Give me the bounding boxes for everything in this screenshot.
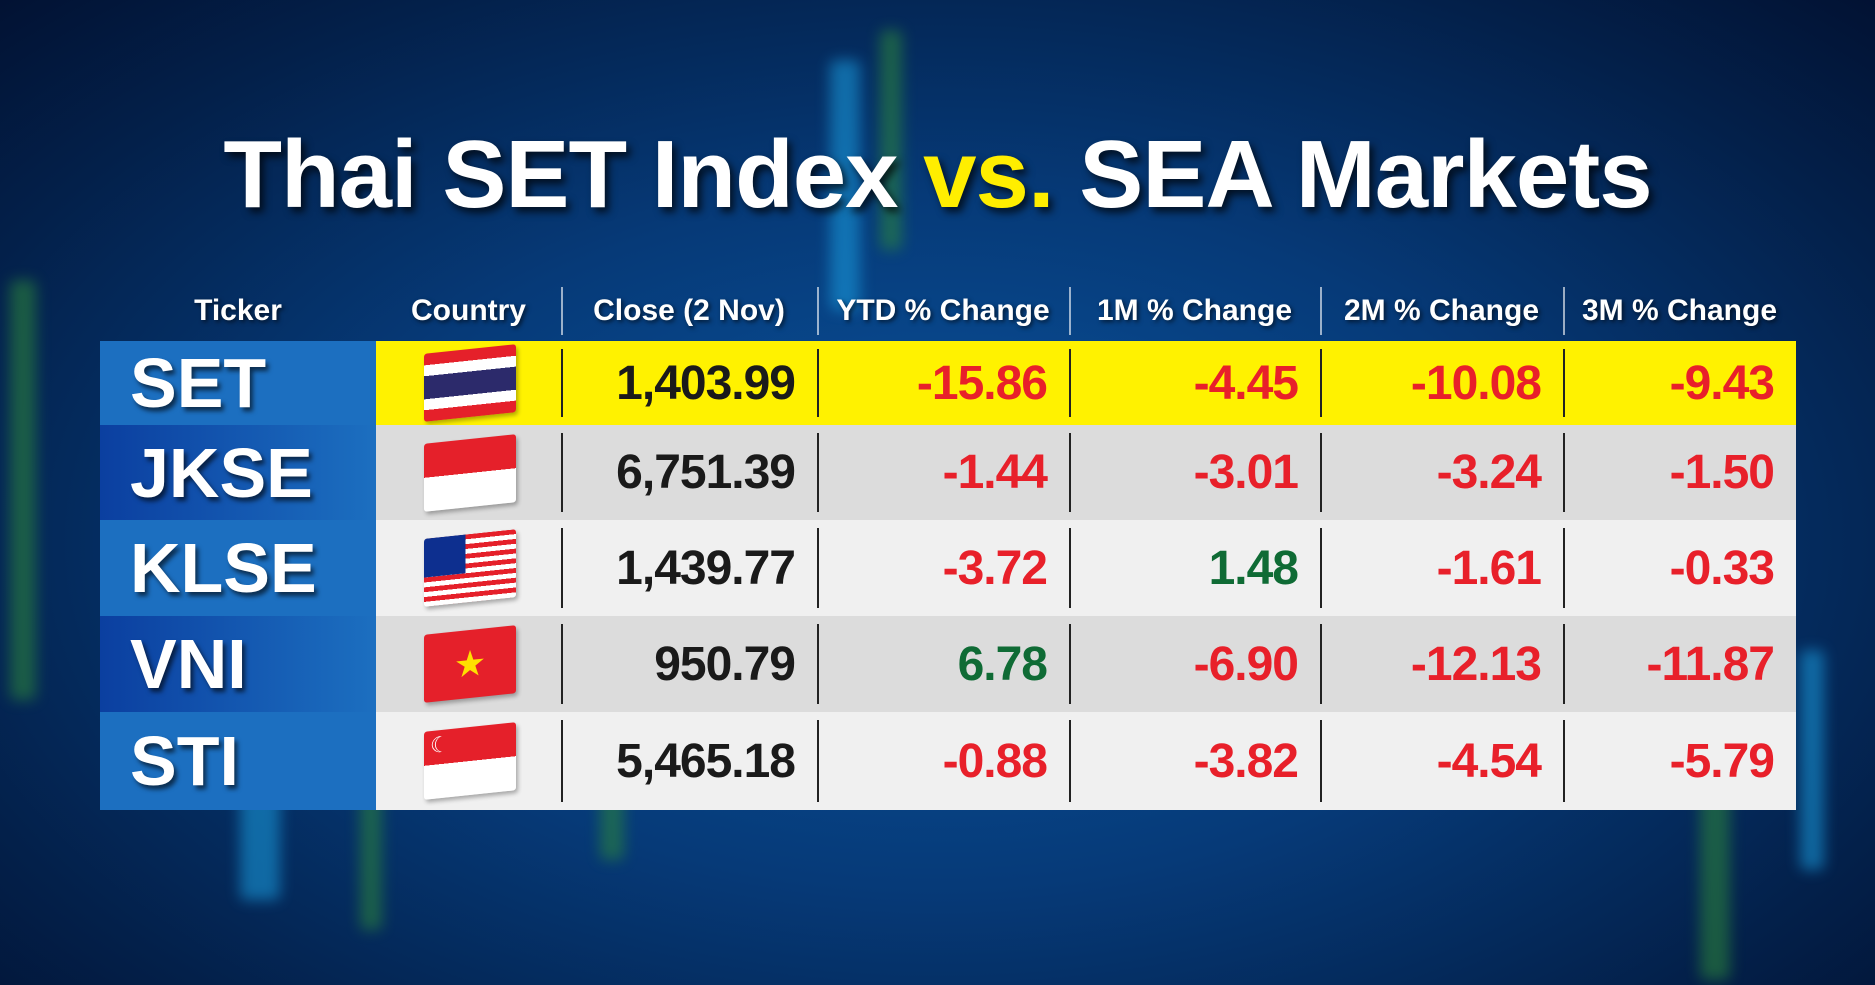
column-divider [561,349,563,417]
column-divider [561,433,563,512]
malaysia-flag-icon [424,529,516,607]
m1-change-value: -3.01 [1193,446,1299,499]
ytd-change-value: -0.88 [942,734,1048,788]
indonesia-flag-icon [424,433,516,512]
column-divider [817,433,819,512]
column-divider [817,720,819,802]
table-row: SET 1,403.99 -15.86 -4.45 -10.08 -9.43 [100,341,1796,425]
header-divider [1563,287,1565,335]
column-divider [1069,349,1071,417]
column-header: 3M % Change [1581,294,1778,327]
row-body: 1,403.99 -15.86 -4.45 -10.08 -9.43 [376,341,1796,425]
column-divider [1069,720,1071,802]
thailand-flag-icon [424,344,516,422]
ticker-cell: VNI [100,616,376,712]
page-title: Thai SET Index vs. SEA Markets [0,120,1875,230]
column-divider [1069,433,1071,512]
column-divider [817,528,819,608]
m2-change-value: -10.08 [1410,356,1542,410]
column-divider [817,624,819,704]
m3-change-value: -5.79 [1669,734,1775,788]
column-divider [1069,528,1071,608]
header-divider [1069,287,1071,335]
m1-change-value: -4.45 [1193,356,1299,410]
column-header: YTD % Change [836,294,1050,327]
header-divider [1320,287,1322,335]
header-divider [561,287,563,335]
ticker-cell: JKSE [100,425,376,520]
header-divider [817,287,819,335]
title-text: Thai SET Index [223,121,924,228]
m3-change-value: -0.33 [1669,541,1775,595]
title-vs: vs. [923,121,1054,228]
table-row: STI ☾ 5,465.18 -0.88 -3.82 -4.54 -5.79 [100,712,1796,810]
column-header: Country [411,294,526,327]
column-divider [1563,624,1565,704]
column-divider [1563,433,1565,512]
table-row: JKSE 6,751.39 -1.44 -3.01 -3.24 -1.50 [100,425,1796,520]
row-body: 1,439.77 -3.72 1.48 -1.61 -0.33 [376,520,1796,616]
ticker-cell: SET [100,341,376,425]
row-body: ☾ 5,465.18 -0.88 -3.82 -4.54 -5.79 [376,712,1796,810]
column-divider [1563,349,1565,417]
column-header: 2M % Change [1343,294,1540,327]
close-value: 6,751.39 [616,446,796,499]
column-divider [1320,720,1322,802]
column-divider [817,349,819,417]
m3-change-value: -11.87 [1646,637,1775,691]
column-divider [1563,720,1565,802]
m2-change-value: -4.54 [1436,734,1542,788]
column-header: 1M % Change [1096,294,1293,327]
close-value: 950.79 [654,637,796,691]
ytd-change-value: -1.44 [942,446,1048,499]
title-text-2: SEA Markets [1053,121,1652,228]
ytd-change-value: -3.72 [942,541,1048,595]
column-divider [1320,349,1322,417]
table-row: KLSE 1,439.77 -3.72 1.48 -1.61 -0.33 [100,520,1796,616]
column-divider [1563,528,1565,608]
ytd-change-value: 6.78 [957,637,1048,691]
m2-change-value: -3.24 [1436,446,1542,499]
ticker-cell: KLSE [100,520,376,616]
vietnam-flag-icon: ★ [424,625,516,703]
close-value: 1,403.99 [616,356,796,410]
m1-change-value: -6.90 [1193,637,1299,691]
singapore-flag-icon: ☾ [424,722,516,800]
column-divider [561,720,563,802]
column-divider [561,624,563,704]
m1-change-value: -3.82 [1193,734,1299,788]
m3-change-value: -9.43 [1669,356,1775,410]
column-divider [561,528,563,608]
column-header: Ticker [194,294,282,327]
ticker-cell: STI [100,712,376,810]
m2-change-value: -12.13 [1410,637,1542,691]
m3-change-value: -1.50 [1669,446,1775,499]
m1-change-value: 1.48 [1208,541,1299,595]
column-divider [1069,624,1071,704]
table-row: VNI ★ 950.79 6.78 -6.90 -12.13 -11.87 [100,616,1796,712]
row-body: 6,751.39 -1.44 -3.01 -3.24 -1.50 [376,425,1796,520]
column-divider [1320,433,1322,512]
close-value: 1,439.77 [616,541,796,595]
column-divider [1320,528,1322,608]
column-divider [1320,624,1322,704]
ytd-change-value: -15.86 [916,356,1048,410]
column-header: Close (2 Nov) [593,294,785,327]
m2-change-value: -1.61 [1436,541,1542,595]
row-body: ★ 950.79 6.78 -6.90 -12.13 -11.87 [376,616,1796,712]
close-value: 5,465.18 [616,734,796,788]
